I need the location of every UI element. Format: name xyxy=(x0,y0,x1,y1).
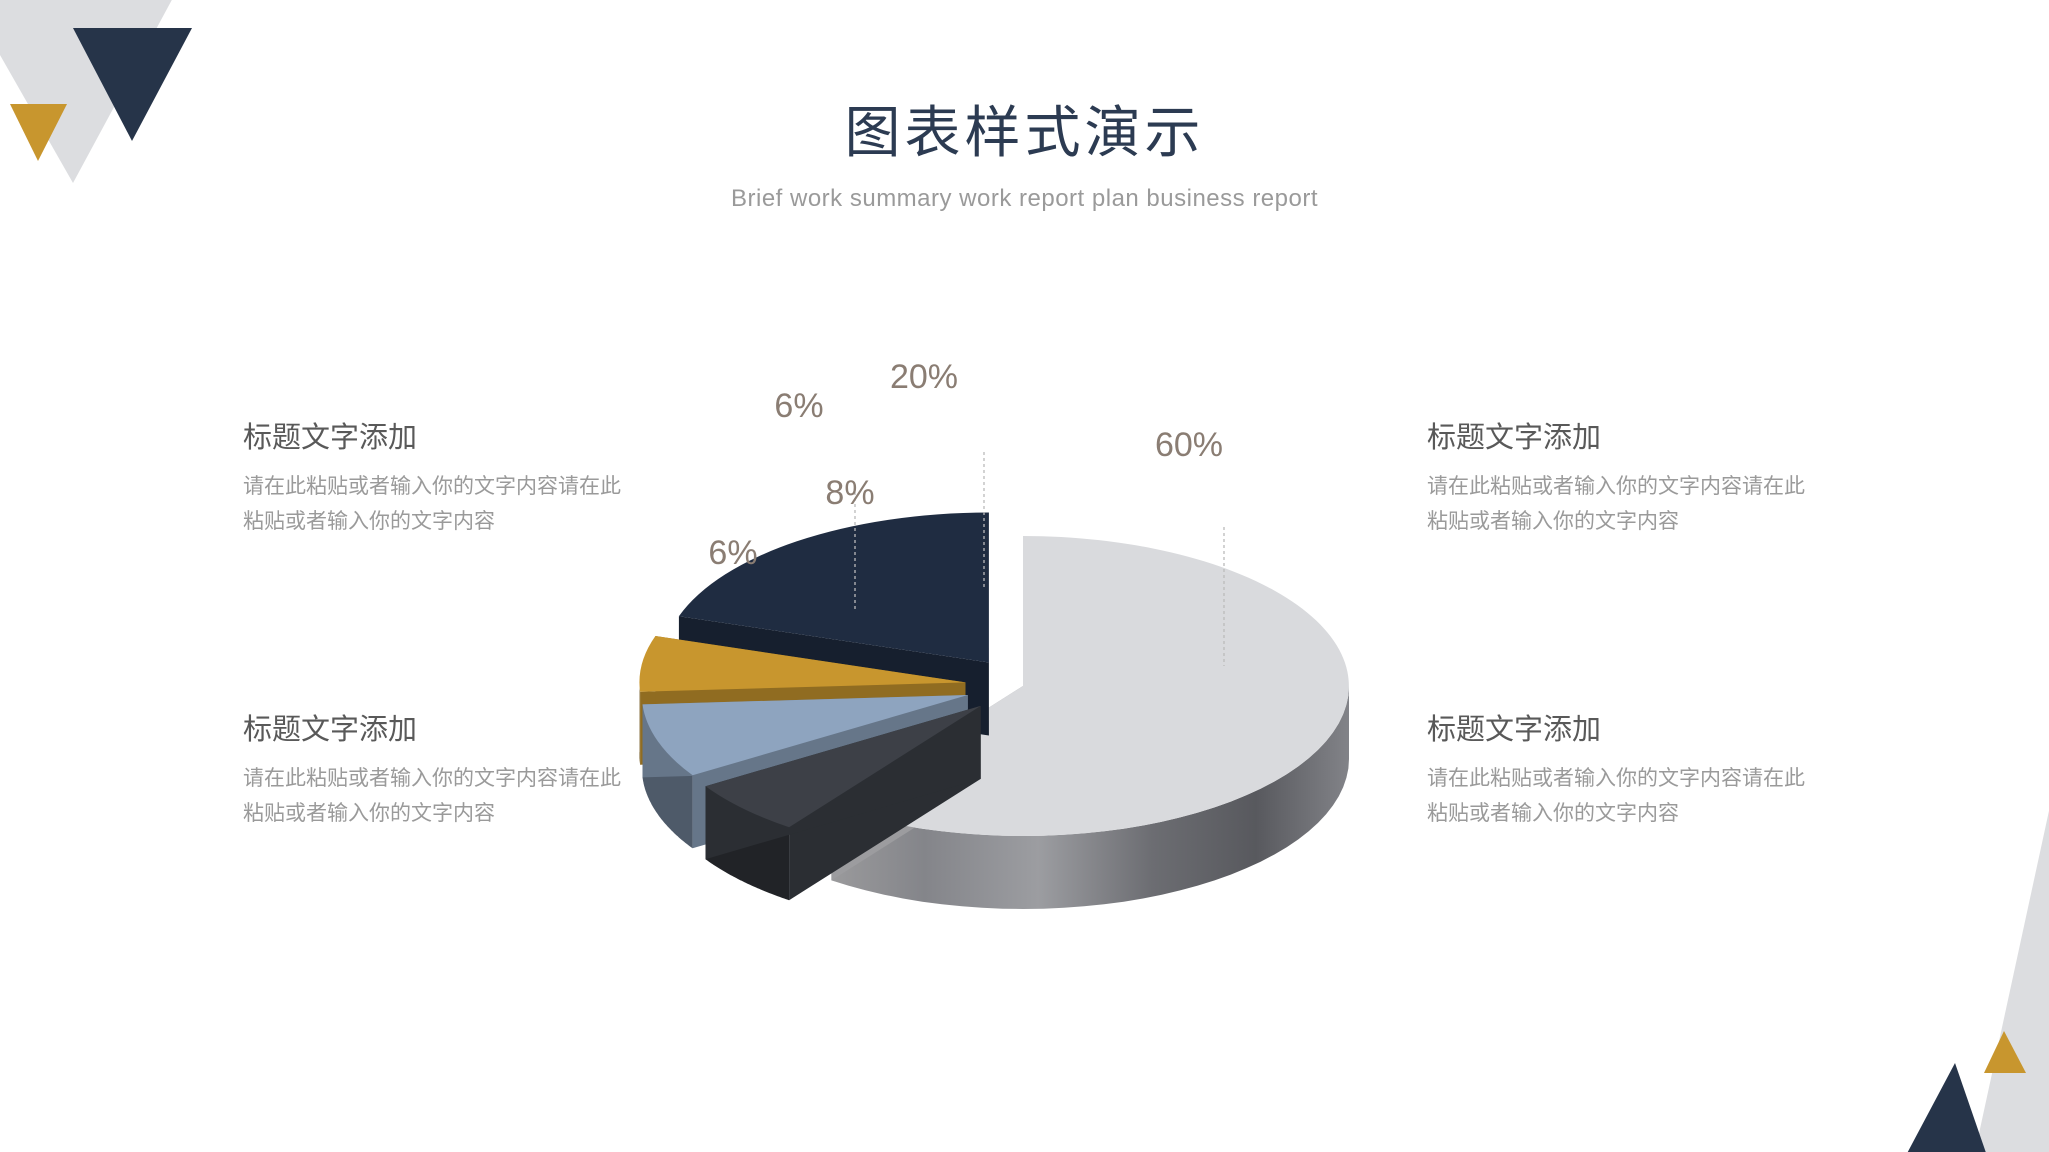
svg-text:8%: 8% xyxy=(825,474,874,512)
svg-text:60%: 60% xyxy=(1155,426,1223,464)
svg-text:6%: 6% xyxy=(774,387,823,425)
svg-text:6%: 6% xyxy=(708,534,757,572)
svg-text:20%: 20% xyxy=(890,358,958,396)
